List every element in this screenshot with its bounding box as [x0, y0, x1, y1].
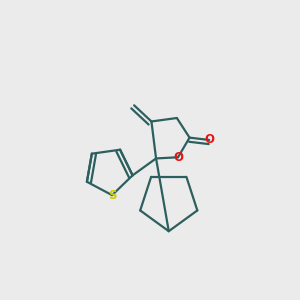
Text: O: O: [173, 151, 183, 164]
Text: S: S: [108, 189, 116, 202]
Text: O: O: [204, 134, 214, 146]
